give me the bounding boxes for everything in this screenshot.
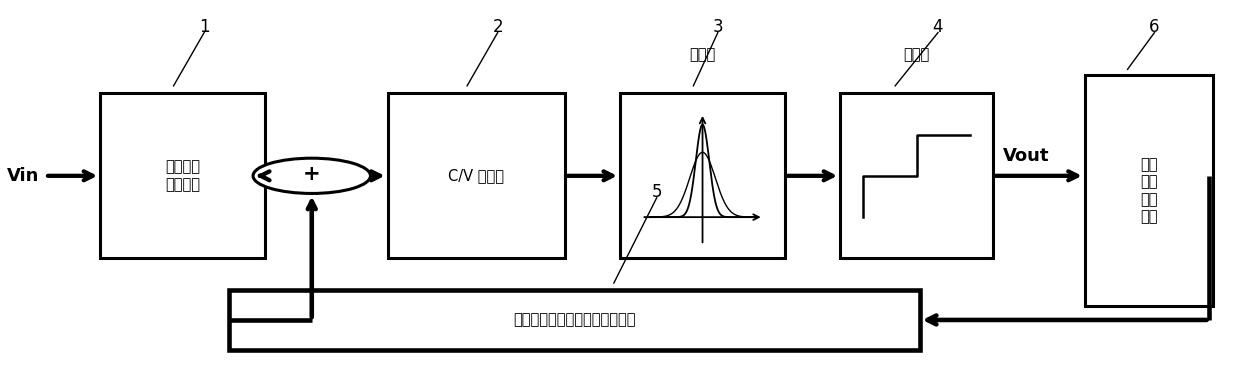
Text: 谐振器: 谐振器 [689,47,716,62]
Bar [620,93,786,258]
Text: C/V 转化器: C/V 转化器 [449,168,504,183]
Text: 量化器: 量化器 [903,47,929,62]
Text: 5: 5 [652,184,662,201]
Text: 数字
解调
滤波
模块: 数字 解调 滤波 模块 [1140,157,1157,224]
Text: 4: 4 [933,18,943,36]
Text: 有数字信号控制的电容反馈阵列: 有数字信号控制的电容反馈阵列 [513,312,636,327]
Text: 直流电容
对消阵列: 直流电容 对消阵列 [165,159,201,192]
Bar [1084,75,1213,306]
Text: Vin: Vin [6,167,38,185]
Bar [388,93,565,258]
Text: 3: 3 [712,18,724,36]
Text: 2: 2 [492,18,503,36]
Circle shape [253,158,370,194]
Text: 1: 1 [198,18,209,36]
Text: +: + [304,164,321,184]
Text: Vout: Vout [1004,147,1049,165]
Bar [228,290,919,350]
Bar [840,93,992,258]
Text: 6: 6 [1150,18,1160,36]
Bar [100,93,265,258]
